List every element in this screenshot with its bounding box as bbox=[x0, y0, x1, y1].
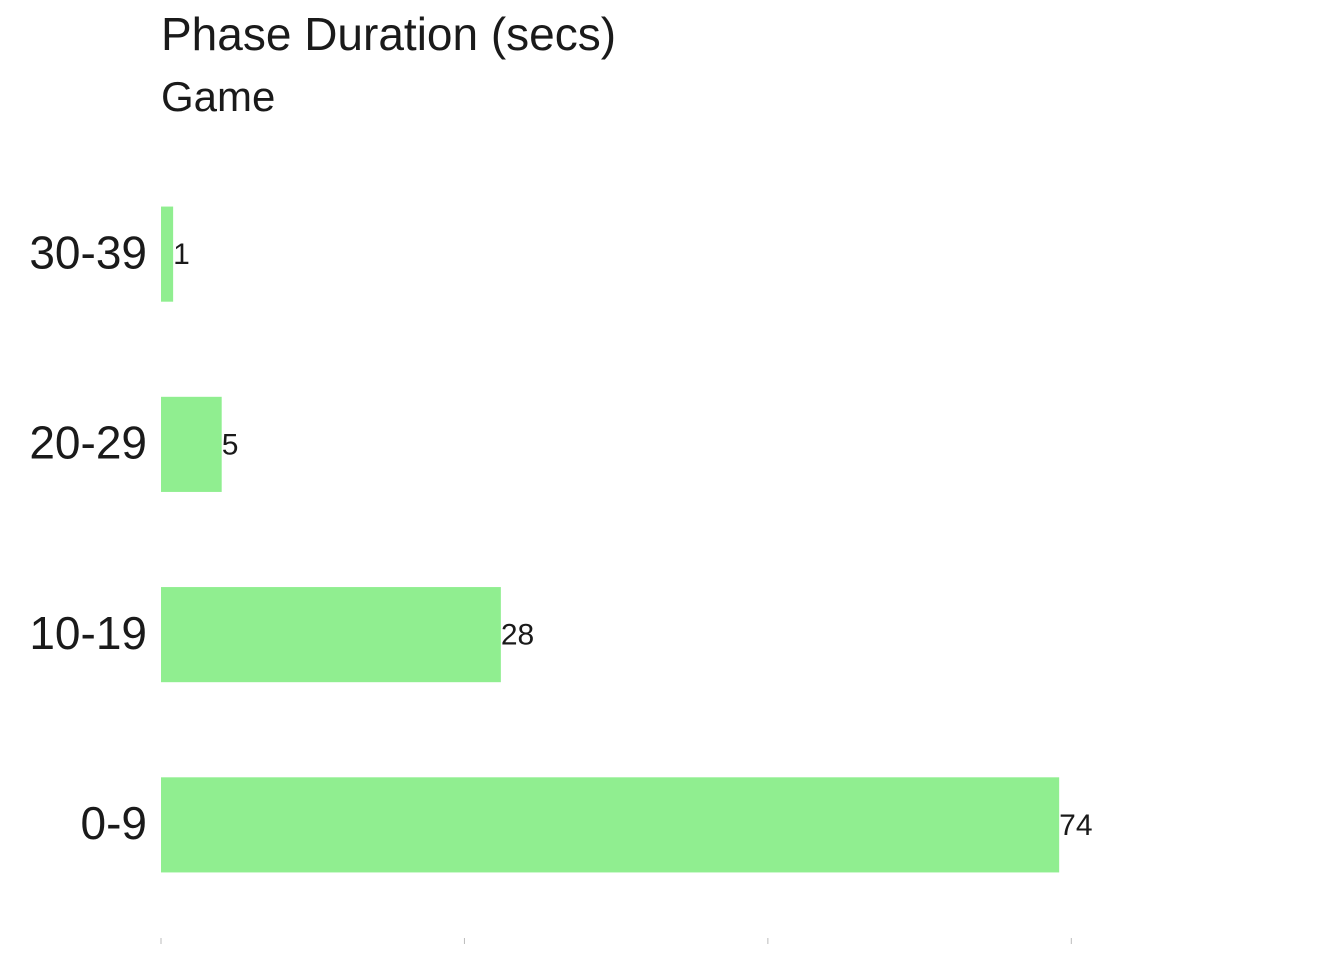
chart-title: Phase Duration (secs) bbox=[161, 8, 616, 60]
y-tick-label: 0-9 bbox=[81, 797, 147, 849]
bar bbox=[161, 587, 501, 683]
bar bbox=[161, 777, 1060, 873]
bar bbox=[161, 396, 222, 492]
value-label: 74 bbox=[1059, 809, 1092, 842]
bar bbox=[161, 206, 174, 302]
chart-subtitle: Game bbox=[161, 73, 275, 120]
value-label: 5 bbox=[222, 428, 239, 461]
y-tick-label: 30-39 bbox=[29, 226, 147, 278]
value-label: 28 bbox=[501, 619, 534, 652]
value-label: 1 bbox=[173, 238, 190, 271]
y-tick-label: 20-29 bbox=[29, 417, 147, 469]
y-tick-label: 10-19 bbox=[29, 607, 147, 659]
